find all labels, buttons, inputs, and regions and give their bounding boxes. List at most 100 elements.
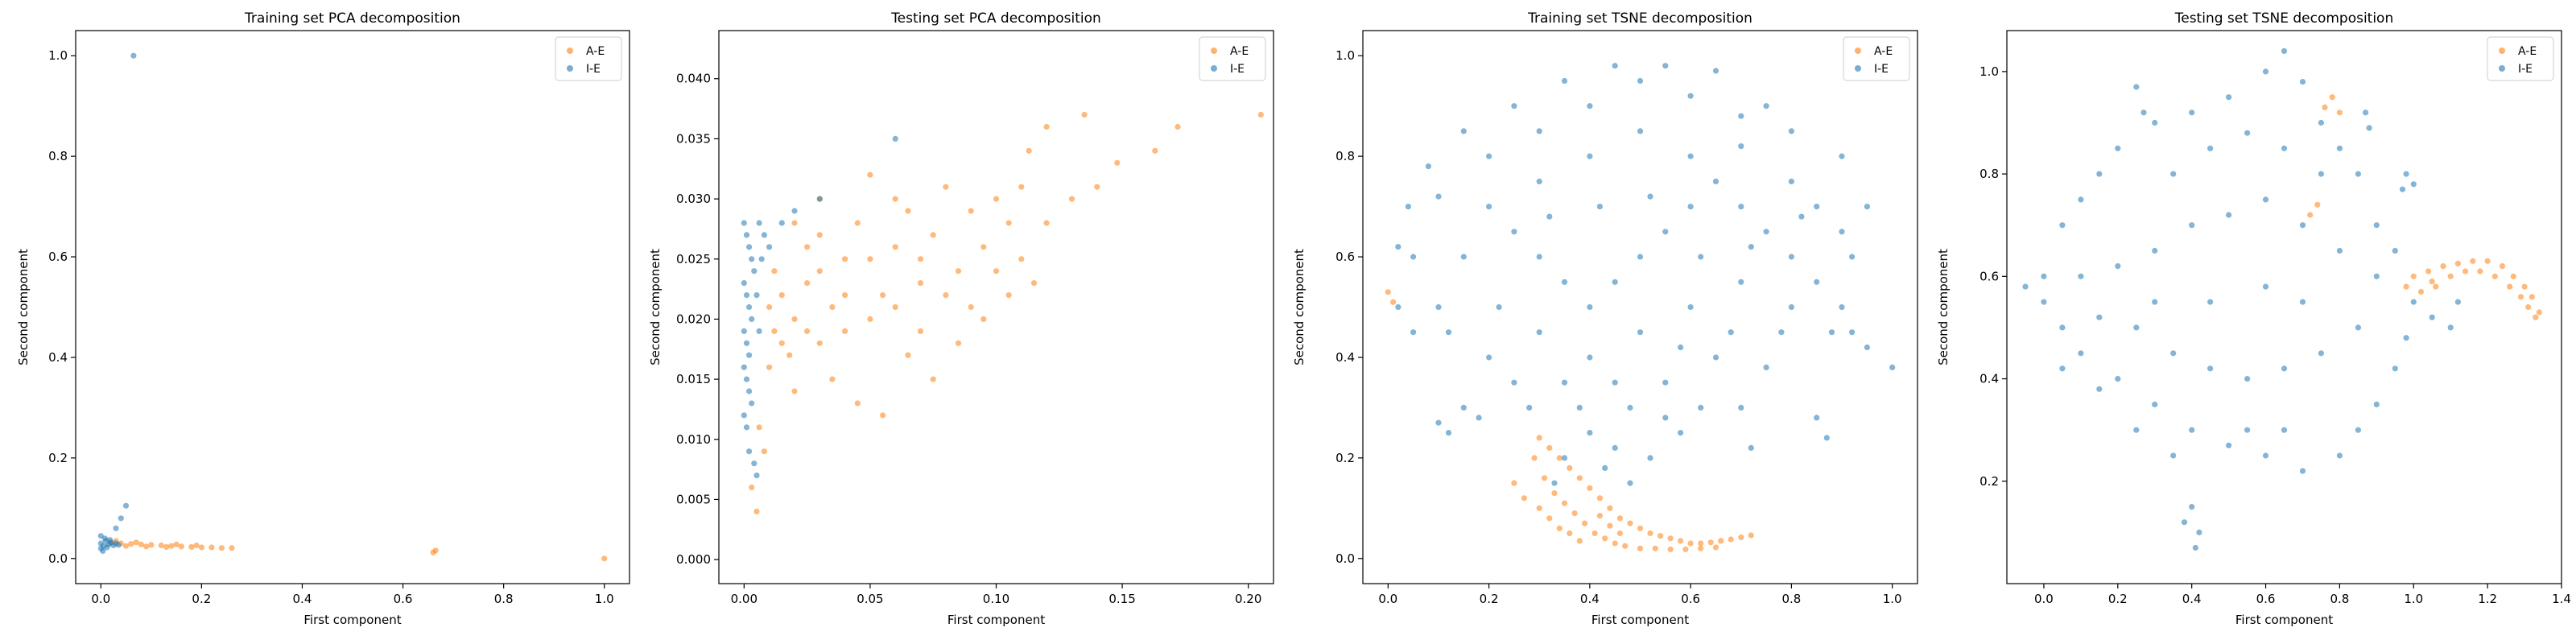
data-point-i-e	[113, 525, 119, 531]
data-point-i-e	[1536, 178, 1542, 184]
data-point-a-e	[786, 352, 793, 358]
data-point-a-e	[2425, 268, 2432, 275]
data-point-a-e	[778, 292, 785, 299]
data-point-i-e	[1864, 344, 1870, 351]
data-point-i-e	[1778, 329, 1785, 336]
data-point-i-e	[115, 542, 122, 548]
data-point-a-e	[1390, 299, 1397, 305]
data-point-a-e	[138, 541, 144, 547]
y-tick-label: 0.4	[1979, 372, 1999, 386]
data-point-i-e	[1496, 303, 1502, 311]
data-point-i-e	[751, 268, 758, 275]
y-tick-label: 1.0	[1979, 64, 1999, 79]
data-point-i-e	[2207, 145, 2214, 151]
data-point-i-e	[1712, 354, 1719, 361]
data-point-a-e	[1094, 184, 1100, 190]
data-point-a-e	[816, 268, 823, 275]
data-point-a-e	[930, 376, 936, 382]
plot-points	[1385, 63, 1896, 553]
data-point-i-e	[1662, 379, 1669, 386]
data-point-i-e	[1587, 103, 1593, 109]
data-point-a-e	[1596, 513, 1603, 519]
y-axis-label: Second component	[1292, 249, 1307, 365]
data-point-i-e	[1460, 128, 1467, 134]
data-point-i-e	[1839, 303, 1845, 311]
data-point-i-e	[2170, 350, 2177, 357]
x-tick-label: 1.0	[2404, 592, 2423, 606]
data-point-a-e	[1607, 505, 1613, 511]
y-tick-label: 0.000	[676, 552, 711, 567]
data-point-a-e	[2510, 273, 2516, 279]
data-point-a-e	[943, 292, 949, 299]
data-point-i-e	[2429, 314, 2435, 320]
data-point-a-e	[178, 543, 184, 550]
data-point-a-e	[1551, 490, 1558, 497]
chart-title: Training set TSNE decomposition	[1527, 10, 1752, 27]
legend-marker-i-e	[2499, 65, 2505, 72]
data-point-i-e	[746, 303, 753, 311]
data-point-a-e	[2454, 260, 2461, 266]
data-point-a-e	[761, 448, 768, 455]
data-point-i-e	[1637, 128, 1644, 134]
data-point-i-e	[1486, 354, 1492, 361]
data-point-i-e	[1678, 430, 1684, 436]
data-point-a-e	[1536, 505, 1542, 511]
data-point-i-e	[1551, 480, 1558, 486]
data-point-i-e	[1738, 143, 1744, 150]
y-tick-label: 0.010	[676, 432, 711, 447]
data-point-i-e	[1748, 444, 1754, 452]
y-tick-label: 0.025	[676, 252, 711, 266]
data-point-a-e	[1521, 495, 1527, 502]
data-point-a-e	[880, 412, 886, 419]
data-point-i-e	[1738, 204, 1744, 210]
legend-marker-i-e	[1211, 65, 1217, 72]
data-point-i-e	[1788, 254, 1794, 260]
data-point-i-e	[1587, 153, 1593, 159]
data-point-a-e	[804, 244, 811, 250]
data-point-a-e	[229, 545, 235, 551]
data-point-a-e	[193, 542, 200, 549]
x-tick-label: 0.20	[1235, 592, 1261, 606]
data-point-a-e	[917, 328, 924, 334]
y-tick-label: 0.4	[1335, 350, 1355, 365]
data-point-i-e	[1612, 444, 1618, 452]
data-point-a-e	[1667, 546, 1674, 553]
data-point-i-e	[2299, 299, 2306, 305]
data-point-i-e	[1763, 364, 1769, 370]
data-point-a-e	[771, 268, 778, 275]
data-point-i-e	[2262, 452, 2269, 459]
data-point-i-e	[1687, 153, 1694, 159]
data-point-i-e	[749, 256, 755, 262]
data-point-i-e	[1627, 480, 1633, 486]
data-point-i-e	[1526, 404, 1533, 411]
data-point-i-e	[2192, 544, 2198, 551]
data-point-i-e	[2189, 504, 2195, 510]
data-point-i-e	[1662, 229, 1669, 235]
data-point-i-e	[2170, 452, 2177, 459]
data-point-a-e	[1018, 256, 1025, 262]
y-tick-label: 0.0	[48, 551, 68, 566]
x-tick-label: 0.6	[2256, 592, 2276, 606]
x-tick-label: 0.8	[2330, 592, 2349, 606]
data-point-a-e	[1596, 495, 1603, 502]
y-axis-label: Second component	[16, 249, 31, 365]
data-point-a-e	[1561, 500, 1568, 506]
data-point-a-e	[778, 340, 785, 346]
data-point-i-e	[2336, 247, 2343, 254]
data-point-i-e	[743, 424, 750, 431]
data-point-i-e	[97, 533, 104, 539]
data-point-a-e	[1607, 522, 1613, 529]
legend-label: I-E	[586, 63, 601, 76]
data-point-i-e	[1662, 63, 1669, 69]
data-point-i-e	[2189, 222, 2195, 229]
data-point-i-e	[1637, 77, 1644, 85]
y-tick-label: 0.040	[676, 72, 711, 86]
data-point-a-e	[791, 220, 798, 226]
data-point-a-e	[1536, 435, 1542, 441]
legend-marker-i-e	[567, 65, 573, 72]
data-point-i-e	[741, 280, 747, 287]
data-point-a-e	[1257, 111, 1264, 118]
x-tick-label: 0.0	[91, 592, 110, 606]
data-point-a-e	[980, 316, 987, 322]
x-tick-label: 0.2	[192, 592, 211, 606]
